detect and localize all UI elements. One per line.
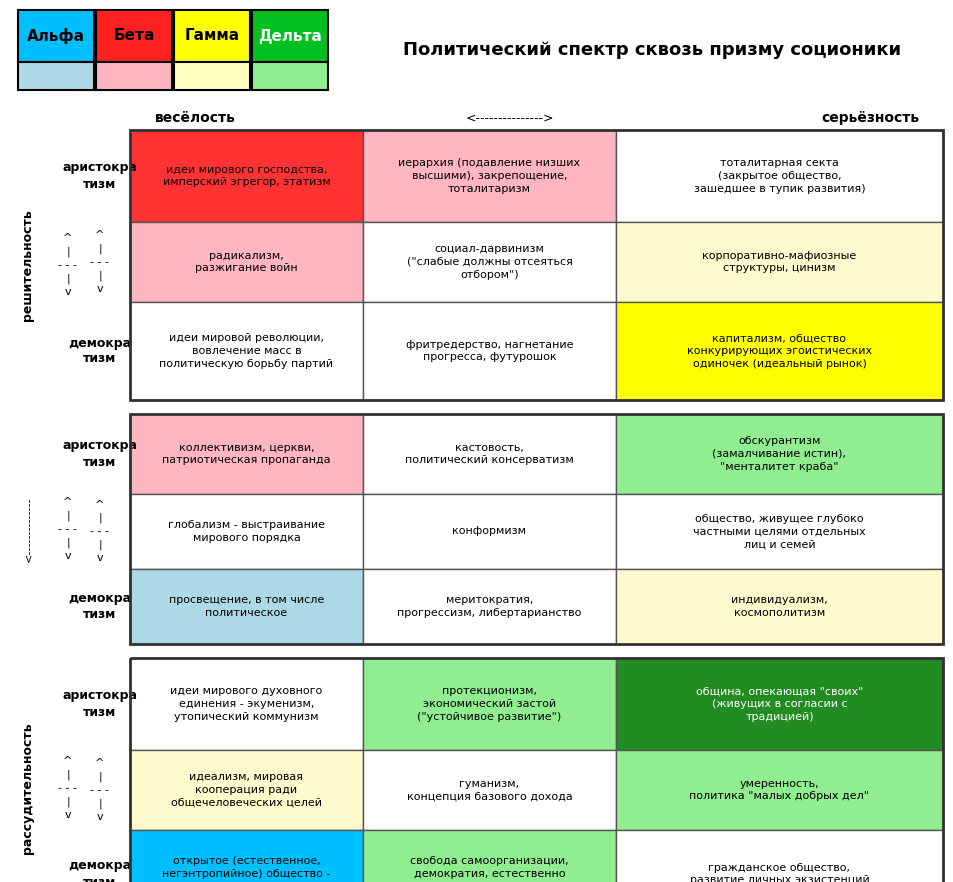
Bar [252, 62, 328, 90]
Bar [173, 10, 250, 62]
Bar [130, 414, 942, 644]
Text: ^
|
- - -
|
v: ^ | - - - | v [91, 759, 110, 822]
Bar [130, 302, 363, 400]
Text: Политический спектр сквозь призму соционики: Политический спектр сквозь призму социон… [402, 41, 901, 59]
Text: рассудительность: рассудительность [22, 722, 34, 854]
Bar [616, 222, 942, 302]
Text: ^
|
- - -
|
v: ^ | - - - | v [91, 230, 110, 294]
Bar [18, 62, 94, 90]
Text: радикализм,
разжигание войн: радикализм, разжигание войн [195, 250, 297, 273]
Bar [363, 494, 616, 569]
Text: просвещение, в том числе
политическое: просвещение, в том числе политическое [169, 595, 324, 618]
Text: демокра
тизм: демокра тизм [69, 592, 132, 621]
Text: ^
|
- - -
|
v: ^ | - - - | v [58, 756, 77, 820]
Bar [616, 750, 942, 830]
Text: ^
|
- - -
|
v: ^ | - - - | v [91, 499, 110, 564]
Bar [363, 414, 616, 494]
Text: Гамма: Гамма [184, 28, 239, 43]
Text: демокра
тизм: демокра тизм [69, 859, 132, 882]
Text: ^
|
- - -
|
v: ^ | - - - | v [58, 497, 77, 561]
Bar [130, 658, 363, 750]
Text: социал-дарвинизм
("слабые должны отсеяться
отбором"): социал-дарвинизм ("слабые должны отсеять… [406, 244, 572, 280]
Text: обскурантизм
(замалчивание истин),
"менталитет краба": обскурантизм (замалчивание истин), "мент… [712, 437, 845, 472]
Bar [130, 750, 363, 830]
Text: демокра
тизм: демокра тизм [69, 337, 132, 365]
Text: Альфа: Альфа [27, 28, 85, 44]
Text: идеи мировой революции,
вовлечение масс в
политическую борьбу партий: идеи мировой революции, вовлечение масс … [159, 333, 334, 369]
Text: фритредерство, нагнетание
прогресса, футурошок: фритредерство, нагнетание прогресса, фут… [405, 340, 573, 363]
Text: ^
|
- - -
|
v: ^ | - - - | v [58, 233, 77, 297]
Text: община, опекающая "своих"
(живущих в согласии с
традицией): община, опекающая "своих" (живущих в сог… [695, 686, 862, 721]
Text: Дельта: Дельта [258, 28, 321, 43]
Bar [616, 414, 942, 494]
Text: аристокра
тизм: аристокра тизм [63, 690, 137, 719]
Text: гражданское общество,
развитие личных экзистенций: гражданское общество, развитие личных эк… [689, 863, 868, 882]
Bar [616, 494, 942, 569]
Text: умеренность,
политика "малых добрых дел": умеренность, политика "малых добрых дел" [689, 779, 868, 802]
Bar [363, 569, 616, 644]
Text: аристокра
тизм: аристокра тизм [63, 161, 137, 191]
Bar [363, 750, 616, 830]
Bar [616, 302, 942, 400]
Text: протекционизм,
экономический застой
("устойчивое развитие"): протекционизм, экономический застой ("ус… [416, 686, 561, 721]
Text: Бета: Бета [113, 28, 154, 43]
Bar [616, 658, 942, 750]
Bar [363, 830, 616, 882]
Text: меритократия,
прогрессизм, либертарианство: меритократия, прогрессизм, либертарианст… [396, 595, 581, 618]
Text: коллективизм, церкви,
патриотическая пропаганда: коллективизм, церкви, патриотическая про… [162, 443, 331, 466]
Bar [130, 130, 363, 222]
Text: глобализм - выстраивание
мирового порядка: глобализм - выстраивание мирового порядк… [168, 520, 325, 543]
Text: иерархия (подавление низших
высшими), закрепощение,
тоталитаризм: иерархия (подавление низших высшими), за… [398, 158, 580, 194]
Bar [130, 222, 363, 302]
Text: свобода самоорганизации,
демократия, естественно
эволюционирующее общество: свобода самоорганизации, демократия, ест… [399, 856, 578, 882]
Bar [130, 830, 363, 882]
Text: <--------------: <-------------- [23, 497, 33, 562]
Text: общество, живущее глубоко
частными целями отдельных
лиц и семей: общество, живущее глубоко частными целям… [693, 513, 865, 549]
Bar [96, 10, 172, 62]
Bar [363, 222, 616, 302]
Bar [130, 130, 942, 400]
Bar [130, 658, 942, 882]
Text: весёлость: весёлость [154, 111, 235, 125]
Bar [363, 130, 616, 222]
Bar [252, 10, 328, 62]
Bar [616, 569, 942, 644]
Text: тоталитарная секта
(закрытое общество,
зашедшее в тупик развития): тоталитарная секта (закрытое общество, з… [693, 158, 864, 194]
Bar [96, 62, 172, 90]
Text: аристокра
тизм: аристокра тизм [63, 439, 137, 468]
Text: корпоративно-мафиозные
структуры, цинизм: корпоративно-мафиозные структуры, цинизм [701, 250, 856, 273]
Text: идеи мирового духовного
единения - экуменизм,
утопический коммунизм: идеи мирового духовного единения - экуме… [171, 686, 322, 721]
Text: индивидуализм,
космополитизм: индивидуализм, космополитизм [730, 595, 827, 618]
Text: гуманизм,
концепция базового дохода: гуманизм, концепция базового дохода [406, 779, 572, 802]
Bar [616, 130, 942, 222]
Text: серьёзность: серьёзность [821, 111, 918, 125]
Text: решительность: решительность [22, 209, 34, 321]
Bar [130, 414, 363, 494]
Text: открытое (естественное,
негэнтропийное) общество -
область роста человечества: открытое (естественное, негэнтропийное) … [162, 856, 331, 882]
Text: конформизм: конформизм [452, 527, 526, 536]
Bar [130, 569, 363, 644]
Bar [130, 494, 363, 569]
Bar [616, 830, 942, 882]
Text: идеи мирового господства,
имперский эгрегор, этатизм: идеи мирового господства, имперский эгре… [162, 165, 330, 187]
Bar [173, 62, 250, 90]
Text: идеализм, мировая
кооперация ради
общечеловеческих целей: идеализм, мировая кооперация ради общече… [171, 773, 322, 808]
Text: капитализм, общество
конкурирующих эгоистических
одиночек (идеальный рынок): капитализм, общество конкурирующих эгоис… [686, 333, 871, 369]
Bar [18, 10, 94, 62]
Bar [363, 658, 616, 750]
Text: кастовость,
политический консерватизм: кастовость, политический консерватизм [405, 443, 574, 466]
Bar [363, 302, 616, 400]
Text: <--------------->: <---------------> [465, 111, 554, 124]
